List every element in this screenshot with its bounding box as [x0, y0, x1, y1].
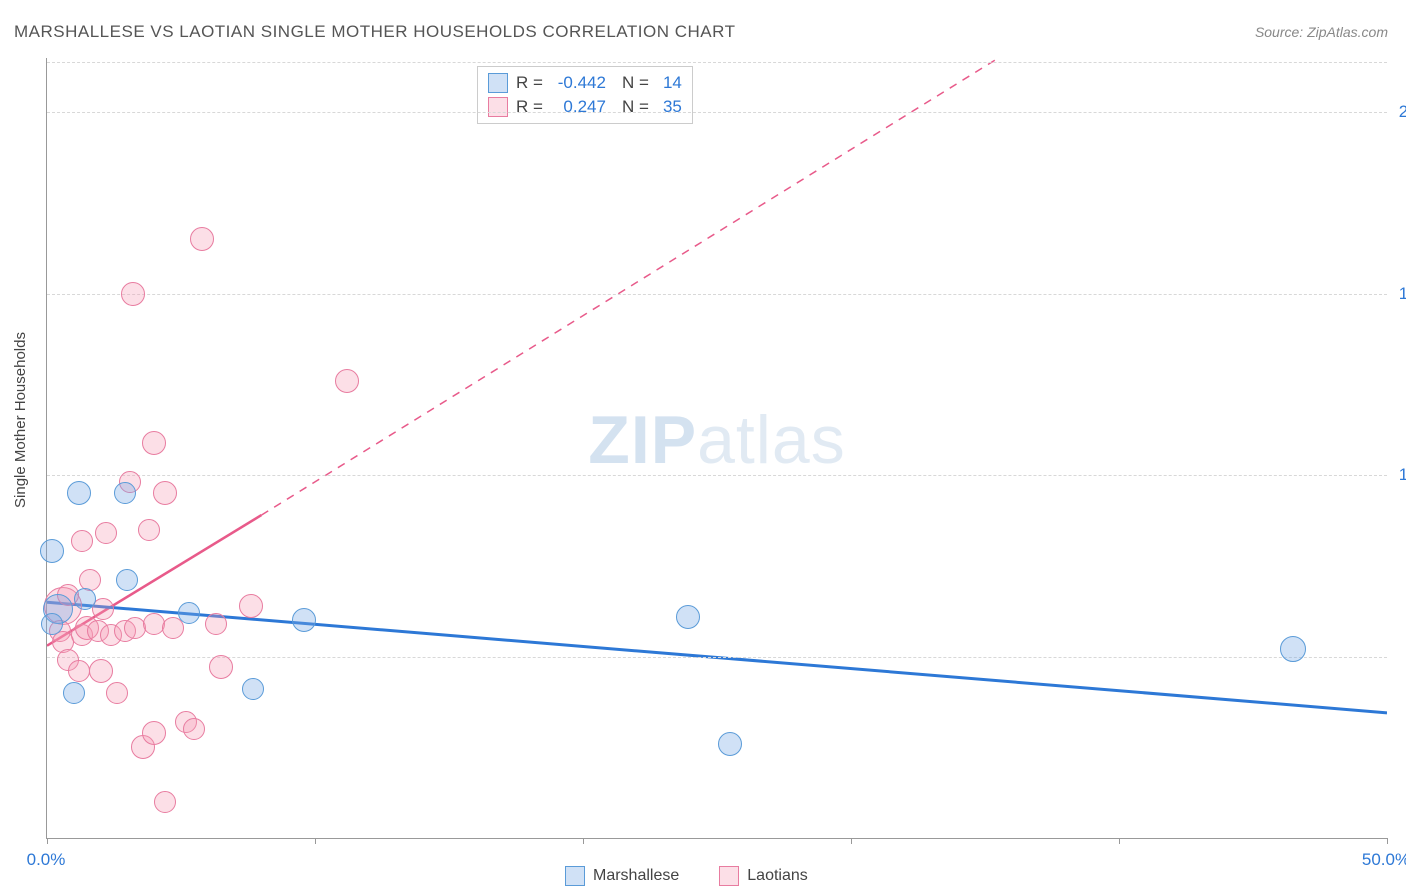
x-tick [1119, 838, 1120, 844]
x-tick [47, 838, 48, 844]
legend-swatch [488, 97, 508, 117]
gridline-h [47, 112, 1387, 113]
watermark: ZIPatlas [588, 401, 845, 479]
scatter-point [676, 605, 700, 629]
scatter-point [71, 530, 93, 552]
scatter-point [114, 482, 136, 504]
legend-stat-row: R = 0.247 N = 35 [488, 95, 682, 119]
scatter-point [106, 682, 128, 704]
scatter-point [183, 718, 205, 740]
stat-n-label: N = [622, 95, 649, 119]
scatter-point [205, 613, 227, 635]
scatter-point [67, 481, 91, 505]
y-tick-label: 5.0% [1392, 647, 1406, 667]
scatter-point [121, 282, 145, 306]
scatter-point [41, 613, 63, 635]
regression-lines [47, 58, 1387, 838]
scatter-point [89, 659, 113, 683]
legend-swatch [565, 866, 585, 886]
series-legend: Marshallese Laotians [565, 866, 808, 886]
scatter-point [95, 522, 117, 544]
gridline-h [47, 62, 1387, 63]
gridline-h [47, 294, 1387, 295]
legend-swatch [488, 73, 508, 93]
scatter-point [68, 660, 90, 682]
scatter-point [292, 608, 316, 632]
scatter-point [153, 481, 177, 505]
scatter-point [116, 569, 138, 591]
y-axis-title: Single Mother Households [12, 332, 29, 508]
stat-r-value: -0.442 [551, 71, 606, 95]
scatter-point [1280, 636, 1306, 662]
x-tick-label: 50.0% [1362, 850, 1406, 870]
stat-n-value: 14 [657, 71, 682, 95]
scatter-point [92, 598, 114, 620]
scatter-point [239, 594, 263, 618]
scatter-point [40, 539, 64, 563]
correlation-legend: R = -0.442 N = 14 R = 0.247 N = 35 [477, 66, 693, 124]
legend-swatch [719, 866, 739, 886]
stat-r-label: R = [516, 95, 543, 119]
chart-title: MARSHALLESE VS LAOTIAN SINGLE MOTHER HOU… [14, 22, 735, 42]
y-tick-label: 15.0% [1392, 284, 1406, 304]
scatter-point [142, 721, 166, 745]
scatter-point [63, 682, 85, 704]
scatter-point [138, 519, 160, 541]
legend-stat-row: R = -0.442 N = 14 [488, 71, 682, 95]
x-tick [315, 838, 316, 844]
scatter-point [142, 431, 166, 455]
scatter-point [242, 678, 264, 700]
source-label: Source: ZipAtlas.com [1255, 24, 1388, 40]
x-tick [1387, 838, 1388, 844]
x-tick [851, 838, 852, 844]
y-tick-label: 20.0% [1392, 102, 1406, 122]
gridline-h [47, 657, 1387, 658]
x-tick [583, 838, 584, 844]
legend-series-name: Laotians [747, 867, 808, 885]
scatter-point [209, 655, 233, 679]
stat-r-label: R = [516, 71, 543, 95]
stat-n-value: 35 [657, 95, 682, 119]
scatter-point [74, 588, 96, 610]
legend-item: Laotians [719, 866, 808, 886]
scatter-point [718, 732, 742, 756]
stat-r-value: 0.247 [551, 95, 606, 119]
x-tick-label: 0.0% [27, 850, 66, 870]
y-tick-label: 10.0% [1392, 465, 1406, 485]
scatter-point [154, 791, 176, 813]
gridline-h [47, 475, 1387, 476]
plot-area: ZIPatlas R =-0.442N =14R =0.247N =35 5.0… [46, 58, 1387, 839]
scatter-point [190, 227, 214, 251]
legend-item: Marshallese [565, 866, 679, 886]
scatter-point [335, 369, 359, 393]
stat-n-label: N = [622, 71, 649, 95]
scatter-point [178, 602, 200, 624]
legend-series-name: Marshallese [593, 867, 679, 885]
